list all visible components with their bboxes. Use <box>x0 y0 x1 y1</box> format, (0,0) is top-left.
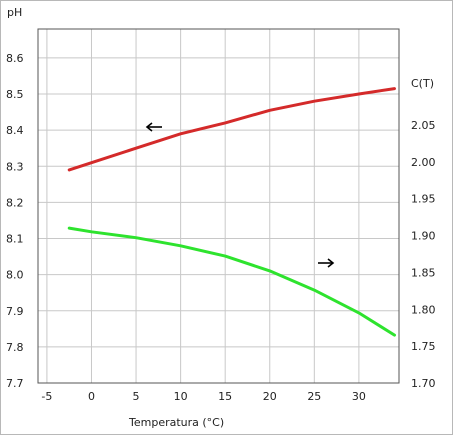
y-tick-label-left: 8.6 <box>6 52 24 65</box>
y-tick-label-left: 8.0 <box>6 269 24 282</box>
y-axis-label-left: pH <box>7 6 22 19</box>
arrow-layer <box>145 122 335 268</box>
y-tick-label-left: 8.2 <box>6 196 24 209</box>
y-tick-label-left: 8.1 <box>6 233 24 246</box>
y-tick-label-right: 2.00 <box>411 156 436 169</box>
y-tick-label-left: 8.3 <box>6 160 24 173</box>
grid-lines <box>38 29 399 383</box>
plot-area <box>37 28 400 384</box>
series-layer <box>67 87 396 337</box>
x-tick-label: 5 <box>133 390 140 403</box>
y-tick-label-left: 8.4 <box>6 124 24 137</box>
x-tick-label: 30 <box>352 390 366 403</box>
x-tick-label: 25 <box>307 390 321 403</box>
y-tick-label-right: 1.95 <box>411 193 436 206</box>
y-tick-label-left: 7.8 <box>6 341 24 354</box>
y-axis-label-right: C(T) <box>411 77 434 90</box>
y-tick-label-right: 1.70 <box>411 377 436 390</box>
y-tick-label-right: 1.75 <box>411 340 436 353</box>
x-tick-label: 20 <box>263 390 277 403</box>
y-tick-label-left: 7.7 <box>6 377 24 390</box>
y-tick-label-left: 8.5 <box>6 88 24 101</box>
x-tick-label: 0 <box>88 390 95 403</box>
tick-labels: -5 0 5 10 15 20 25 30 7.7 7.8 7.9 8.0 8.1 8.2 8.3 8.4 8.… <box>6 52 436 403</box>
series-line-2 <box>67 226 396 337</box>
y-tick-label-right: 1.85 <box>411 266 436 279</box>
x-tick-label: 15 <box>218 390 232 403</box>
y-tick-label-right: 1.80 <box>411 303 436 316</box>
y-tick-label-right: 1.90 <box>411 230 436 243</box>
series-line-1 <box>67 87 396 172</box>
y-tick-label-right: 2.05 <box>411 119 436 132</box>
arrow-right-icon <box>318 258 335 268</box>
arrow-left-icon <box>145 122 162 132</box>
x-tick-label: -5 <box>41 390 52 403</box>
y-tick-label-left: 7.9 <box>6 305 24 318</box>
x-tick-label: 10 <box>174 390 188 403</box>
x-axis-label: Temperatura (°C) <box>128 416 224 429</box>
